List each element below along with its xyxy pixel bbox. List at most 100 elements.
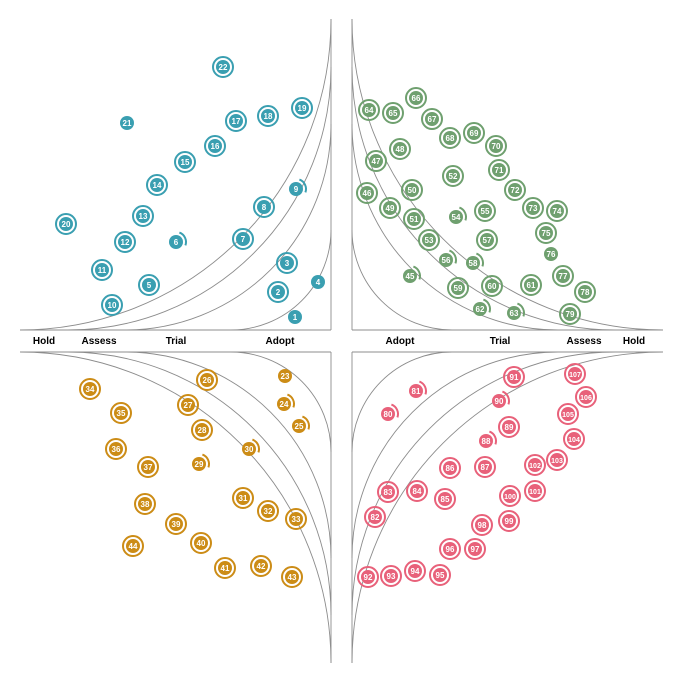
blip-87[interactable]: 87 — [474, 456, 496, 478]
blip-56[interactable]: 56 — [439, 249, 457, 267]
blip-103[interactable]: 103 — [546, 449, 568, 471]
blip-41[interactable]: 41 — [214, 557, 236, 579]
blip-10[interactable]: 10 — [101, 294, 123, 316]
blip-53[interactable]: 53 — [418, 229, 440, 251]
blip-22[interactable]: 22 — [212, 56, 234, 78]
blip-55[interactable]: 55 — [474, 200, 496, 222]
blip-70[interactable]: 70 — [485, 135, 507, 157]
blip-15[interactable]: 15 — [174, 151, 196, 173]
blip-100[interactable]: 100 — [499, 485, 521, 507]
blip-72[interactable]: 72 — [504, 179, 526, 201]
blip-81[interactable]: 81 — [409, 380, 427, 398]
blip-46[interactable]: 46 — [356, 182, 378, 204]
blip-14[interactable]: 14 — [146, 174, 168, 196]
blip-36[interactable]: 36 — [105, 438, 127, 460]
blip-85[interactable]: 85 — [434, 488, 456, 510]
blip-38[interactable]: 38 — [134, 493, 156, 515]
blip-84[interactable]: 84 — [406, 480, 428, 502]
blip-99[interactable]: 99 — [498, 510, 520, 532]
blip-51[interactable]: 51 — [403, 208, 425, 230]
blip-92[interactable]: 92 — [357, 566, 379, 588]
blip-69[interactable]: 69 — [463, 122, 485, 144]
blip-30[interactable]: 30 — [242, 438, 260, 456]
blip-98[interactable]: 98 — [471, 514, 493, 536]
blip-47[interactable]: 47 — [365, 150, 387, 172]
blip-105[interactable]: 105 — [557, 403, 579, 425]
blip-54[interactable]: 54 — [449, 206, 467, 224]
blip-67[interactable]: 67 — [421, 108, 443, 130]
blip-104[interactable]: 104 — [563, 428, 585, 450]
blip-23[interactable]: 23 — [278, 369, 292, 383]
blip-20[interactable]: 20 — [55, 213, 77, 235]
blip-17[interactable]: 17 — [225, 110, 247, 132]
blip-45[interactable]: 45 — [403, 265, 421, 283]
blip-63[interactable]: 63 — [507, 302, 525, 320]
blip-49[interactable]: 49 — [379, 197, 401, 219]
blip-97[interactable]: 97 — [464, 538, 486, 560]
blip-95[interactable]: 95 — [429, 564, 451, 586]
blip-3[interactable]: 3 — [276, 252, 298, 274]
blip-82[interactable]: 82 — [364, 506, 386, 528]
blip-42[interactable]: 42 — [250, 555, 272, 577]
blip-7[interactable]: 7 — [232, 228, 254, 250]
blip-39[interactable]: 39 — [165, 513, 187, 535]
blip-75[interactable]: 75 — [535, 222, 557, 244]
blip-13[interactable]: 13 — [132, 205, 154, 227]
blip-25[interactable]: 25 — [292, 415, 310, 433]
blip-62[interactable]: 62 — [473, 298, 491, 316]
blip-79[interactable]: 79 — [559, 303, 581, 325]
blip-76[interactable]: 76 — [544, 247, 558, 261]
blip-96[interactable]: 96 — [439, 538, 461, 560]
blip-80[interactable]: 80 — [381, 403, 399, 421]
blip-2[interactable]: 2 — [267, 281, 289, 303]
blip-40[interactable]: 40 — [190, 532, 212, 554]
blip-68[interactable]: 68 — [439, 127, 461, 149]
blip-91[interactable]: 91 — [503, 366, 525, 388]
blip-35[interactable]: 35 — [110, 402, 132, 424]
blip-26[interactable]: 26 — [196, 369, 218, 391]
blip-77[interactable]: 77 — [552, 265, 574, 287]
blip-34[interactable]: 34 — [79, 378, 101, 400]
blip-29[interactable]: 29 — [192, 453, 210, 471]
blip-107[interactable]: 107 — [564, 363, 586, 385]
blip-44[interactable]: 44 — [122, 535, 144, 557]
blip-83[interactable]: 83 — [377, 481, 399, 503]
blip-66[interactable]: 66 — [405, 87, 427, 109]
blip-27[interactable]: 27 — [177, 394, 199, 416]
blip-106[interactable]: 106 — [575, 386, 597, 408]
blip-16[interactable]: 16 — [204, 135, 226, 157]
blip-57[interactable]: 57 — [476, 229, 498, 251]
blip-102[interactable]: 102 — [524, 454, 546, 476]
blip-101[interactable]: 101 — [524, 480, 546, 502]
blip-50[interactable]: 50 — [401, 179, 423, 201]
blip-65[interactable]: 65 — [382, 102, 404, 124]
blip-4[interactable]: 4 — [311, 275, 325, 289]
blip-64[interactable]: 64 — [358, 99, 380, 121]
blip-52[interactable]: 52 — [442, 165, 464, 187]
blip-9[interactable]: 9 — [289, 178, 307, 196]
blip-48[interactable]: 48 — [389, 138, 411, 160]
blip-31[interactable]: 31 — [232, 487, 254, 509]
blip-18[interactable]: 18 — [257, 105, 279, 127]
blip-11[interactable]: 11 — [91, 259, 113, 281]
blip-71[interactable]: 71 — [488, 159, 510, 181]
blip-5[interactable]: 5 — [138, 274, 160, 296]
blip-86[interactable]: 86 — [439, 457, 461, 479]
blip-19[interactable]: 19 — [291, 97, 313, 119]
blip-32[interactable]: 32 — [257, 500, 279, 522]
blip-73[interactable]: 73 — [522, 197, 544, 219]
blip-90[interactable]: 90 — [492, 390, 510, 408]
blip-78[interactable]: 78 — [574, 281, 596, 303]
blip-88[interactable]: 88 — [479, 430, 497, 448]
blip-74[interactable]: 74 — [546, 200, 568, 222]
blip-21[interactable]: 21 — [120, 116, 134, 130]
blip-60[interactable]: 60 — [481, 275, 503, 297]
blip-94[interactable]: 94 — [404, 560, 426, 582]
blip-43[interactable]: 43 — [281, 566, 303, 588]
blip-93[interactable]: 93 — [380, 565, 402, 587]
blip-59[interactable]: 59 — [447, 277, 469, 299]
blip-24[interactable]: 24 — [277, 393, 295, 411]
blip-61[interactable]: 61 — [520, 274, 542, 296]
blip-33[interactable]: 33 — [285, 508, 307, 530]
blip-8[interactable]: 8 — [253, 196, 275, 218]
